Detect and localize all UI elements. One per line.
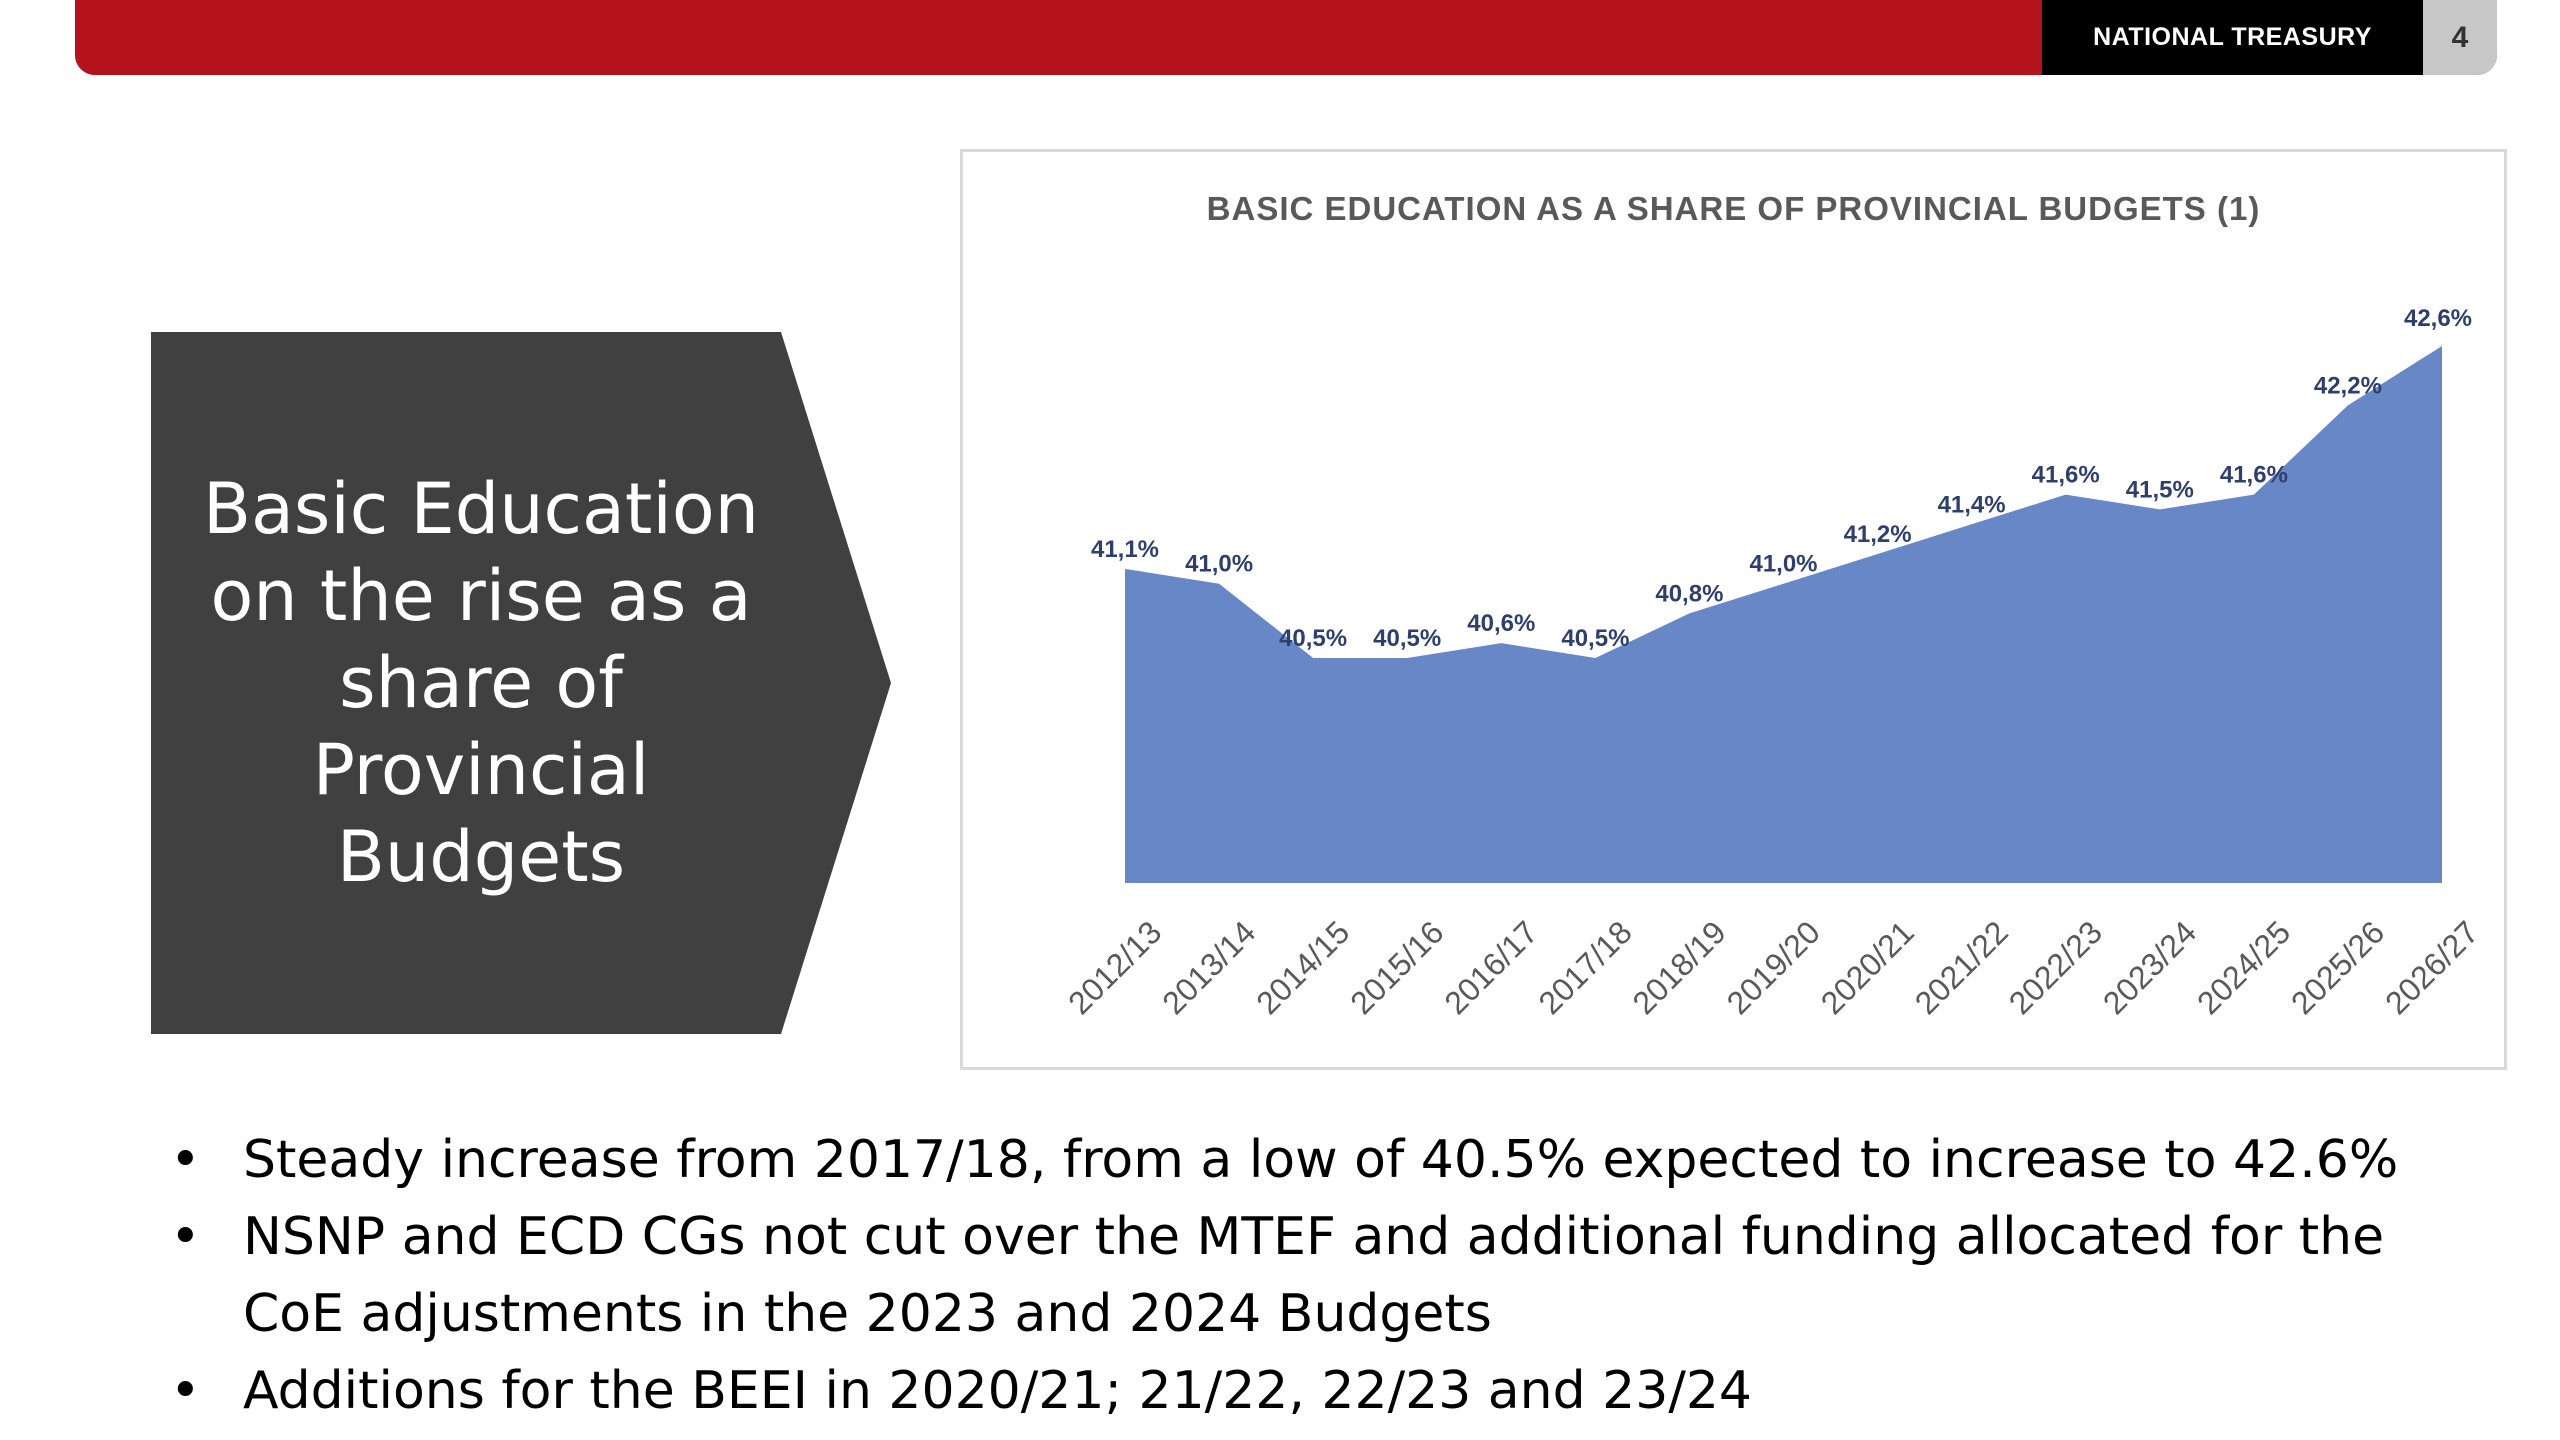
x-tick-label: 2024/25: [2190, 914, 2297, 1021]
data-label: 42,2%: [2314, 372, 2382, 399]
header-red-band: [75, 0, 2042, 75]
data-label: 41,0%: [1185, 551, 1253, 578]
data-label: 42,6%: [2404, 305, 2472, 332]
data-label: 41,5%: [2126, 476, 2194, 503]
data-label: 41,1%: [1091, 536, 1159, 563]
bullet-item: NSNP and ECD CGs not cut over the MTEF a…: [160, 1199, 2460, 1353]
x-tick-label: 2021/22: [1908, 914, 2015, 1021]
area-series: [1125, 346, 2442, 883]
data-label: 40,5%: [1279, 625, 1347, 652]
area-chart: 41,1% 41,0% 40,5% 40,5% 40,6% 40,5% 40,8% 41,0%…: [1061, 305, 2485, 1021]
bullet-item: Steady increase from 2017/18, from a low…: [160, 1122, 2460, 1199]
x-tick-label: 2026/27: [2378, 914, 2485, 1021]
data-label: 41,0%: [1749, 551, 1817, 578]
header-bar: NATIONAL TREASURY 4: [75, 0, 2497, 75]
x-tick-label: 2013/14: [1155, 914, 1262, 1021]
data-label: 40,8%: [1655, 580, 1723, 607]
data-label: 41,4%: [1938, 491, 2006, 518]
x-tick-label: 2017/18: [1532, 914, 1639, 1021]
header-org-label: NATIONAL TREASURY: [2042, 0, 2423, 75]
x-tick-label: 2014/15: [1249, 914, 1356, 1021]
data-label: 41,6%: [2032, 462, 2100, 489]
chevron-shape: [151, 332, 891, 1034]
data-label: 40,5%: [1561, 625, 1629, 652]
x-tick-label: 2019/20: [1720, 914, 1827, 1021]
bullet-list: Steady increase from 2017/18, from a low…: [160, 1122, 2460, 1430]
x-tick-label: 2023/24: [2096, 914, 2203, 1021]
chart-container: BASIC EDUCATION AS A SHARE OF PROVINCIAL…: [960, 149, 2507, 1070]
chart-title: BASIC EDUCATION AS A SHARE OF PROVINCIAL…: [1206, 190, 2261, 227]
x-tick-label: 2015/16: [1343, 914, 1450, 1021]
data-label: 40,6%: [1467, 610, 1535, 637]
x-tick-label: 2020/21: [1814, 914, 1921, 1021]
x-tick-label: 2012/13: [1061, 914, 1168, 1021]
data-label: 40,5%: [1373, 625, 1441, 652]
bullet-item: Additions for the BEEI in 2020/21; 21/22…: [160, 1353, 2460, 1430]
x-tick-label: 2016/17: [1437, 914, 1544, 1021]
data-label: 41,6%: [2220, 462, 2288, 489]
data-label: 41,2%: [1844, 521, 1912, 548]
page-number: 4: [2423, 0, 2497, 75]
x-tick-label: 2018/19: [1626, 914, 1733, 1021]
x-tick-label: 2022/23: [2002, 914, 2109, 1021]
callout-text: Basic Education on the rise as a share o…: [202, 467, 760, 898]
x-tick-label: 2025/26: [2284, 914, 2391, 1021]
callout-chevron: Basic Education on the rise as a share o…: [151, 332, 891, 1034]
